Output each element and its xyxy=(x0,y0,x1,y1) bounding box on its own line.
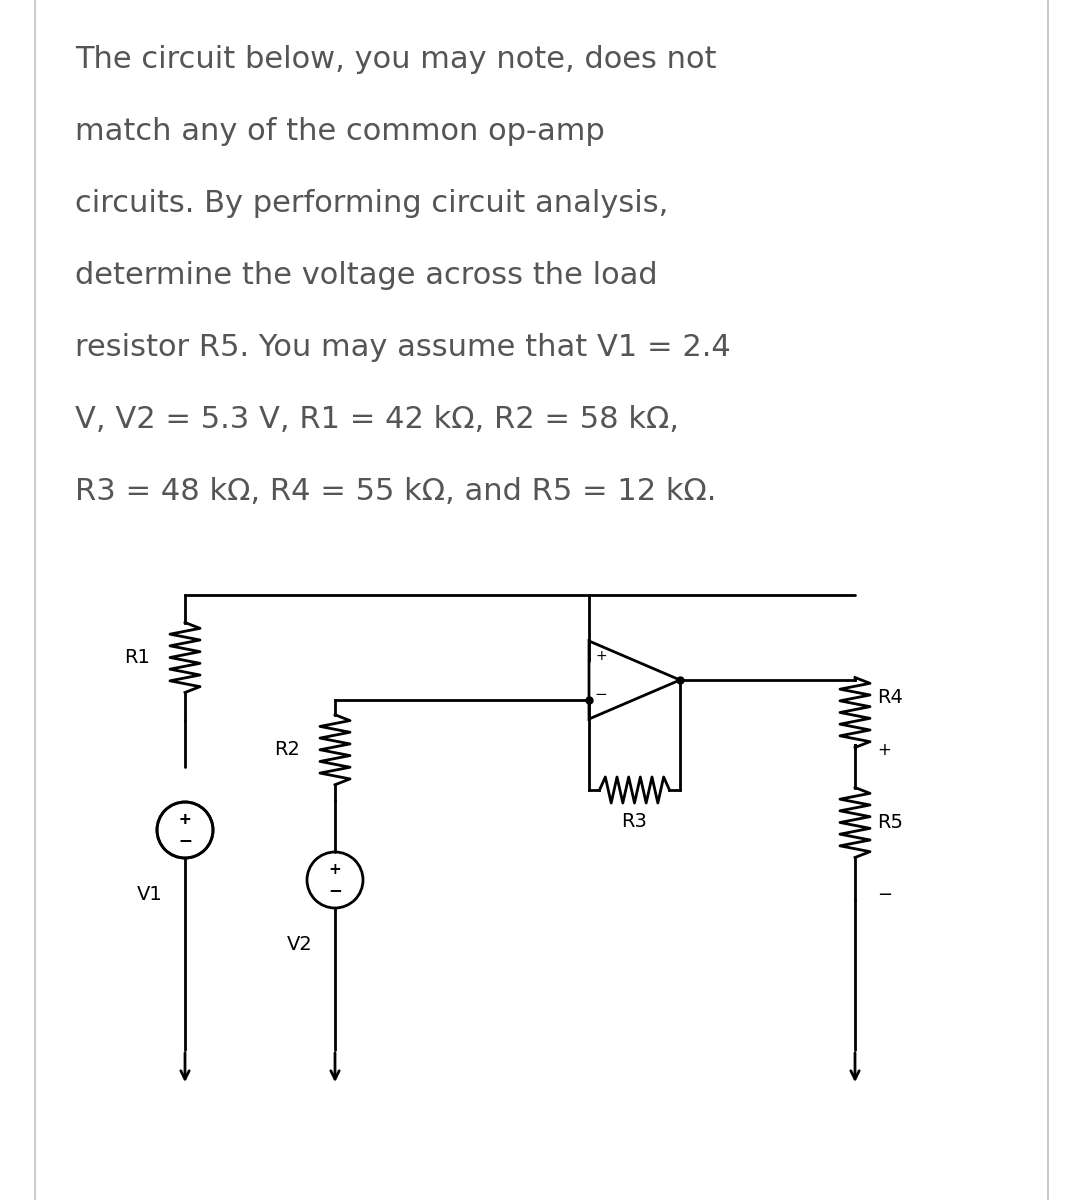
Text: −: − xyxy=(595,686,608,702)
Text: V2: V2 xyxy=(287,935,313,954)
Text: −: − xyxy=(178,830,192,850)
Text: +: + xyxy=(179,812,192,828)
Text: determine the voltage across the load: determine the voltage across the load xyxy=(75,260,657,290)
Text: V, V2 = 5.3 V, R1 = 42 kΩ, R2 = 58 kΩ,: V, V2 = 5.3 V, R1 = 42 kΩ, R2 = 58 kΩ, xyxy=(75,404,679,434)
Text: +: + xyxy=(179,812,192,828)
Text: +: + xyxy=(596,648,606,662)
Text: R1: R1 xyxy=(125,648,151,667)
Text: −: − xyxy=(178,830,192,850)
Text: −: − xyxy=(328,881,342,899)
Text: R4: R4 xyxy=(877,688,903,707)
Text: circuits. By performing circuit analysis,: circuits. By performing circuit analysis… xyxy=(75,188,668,218)
Text: V1: V1 xyxy=(138,884,162,904)
Text: +: + xyxy=(328,863,341,877)
Text: The circuit below, you may note, does not: The circuit below, you may note, does no… xyxy=(75,44,717,74)
Text: R2: R2 xyxy=(274,740,300,760)
Text: resistor R5. You may assume that V1 = 2.4: resistor R5. You may assume that V1 = 2.… xyxy=(75,332,731,362)
Text: +: + xyxy=(877,740,891,758)
Text: R5: R5 xyxy=(877,814,903,832)
Text: R3: R3 xyxy=(622,812,648,830)
Text: match any of the common op-amp: match any of the common op-amp xyxy=(75,116,604,146)
Text: R3 = 48 kΩ, R4 = 55 kΩ, and R5 = 12 kΩ.: R3 = 48 kΩ, R4 = 55 kΩ, and R5 = 12 kΩ. xyxy=(75,476,716,506)
Text: −: − xyxy=(877,886,892,904)
